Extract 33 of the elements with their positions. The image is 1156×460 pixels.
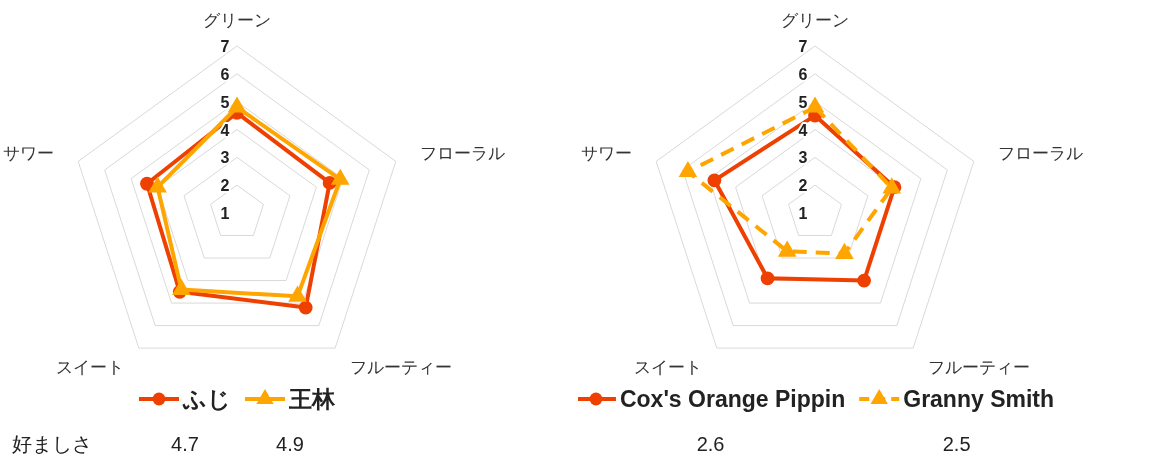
legend-label: Granny Smith (903, 386, 1055, 412)
y-tick-label: 3 (798, 149, 808, 167)
text: 4.7 (171, 433, 199, 455)
spoke-label: サワー (581, 143, 633, 163)
y-tick-label: 4 (798, 121, 808, 139)
spoke-label: グリーン (203, 10, 271, 30)
text: 4.9 (276, 433, 304, 455)
spoke-label: フローラル (419, 143, 505, 163)
spoke-label: サワー (3, 143, 55, 163)
legend-label: 王林 (288, 386, 336, 412)
text: 好ましさ (12, 433, 92, 455)
y-tick-label: 5 (798, 93, 808, 111)
legend-label: ふじ (182, 386, 231, 412)
y-tick-label: 7 (220, 38, 230, 55)
y-tick-label: 2 (798, 177, 808, 195)
legend-label: Cox's Orange Pippin (619, 386, 846, 412)
spoke-label: フルーティー (927, 358, 1030, 378)
spoke-label: スイート (56, 358, 125, 378)
y-tick-label: 7 (798, 38, 808, 55)
y-tick-label: 1 (220, 205, 230, 222)
y-tick-label: 6 (220, 65, 230, 83)
y-tick-label: 4 (220, 121, 230, 139)
spoke-label: フルーティー (349, 358, 452, 378)
spoke-label: フローラル (997, 143, 1083, 163)
y-tick-label: 5 (220, 93, 230, 111)
y-tick-label: 3 (220, 149, 230, 167)
y-tick-label: 1 (798, 205, 808, 222)
y-tick-label: 6 (798, 65, 808, 83)
spoke-label: スイート (634, 358, 703, 378)
text: 2.5 (942, 433, 971, 455)
text: 2.6 (696, 433, 725, 455)
y-tick-label: 2 (220, 177, 230, 195)
spoke-label: グリーン (781, 10, 849, 30)
